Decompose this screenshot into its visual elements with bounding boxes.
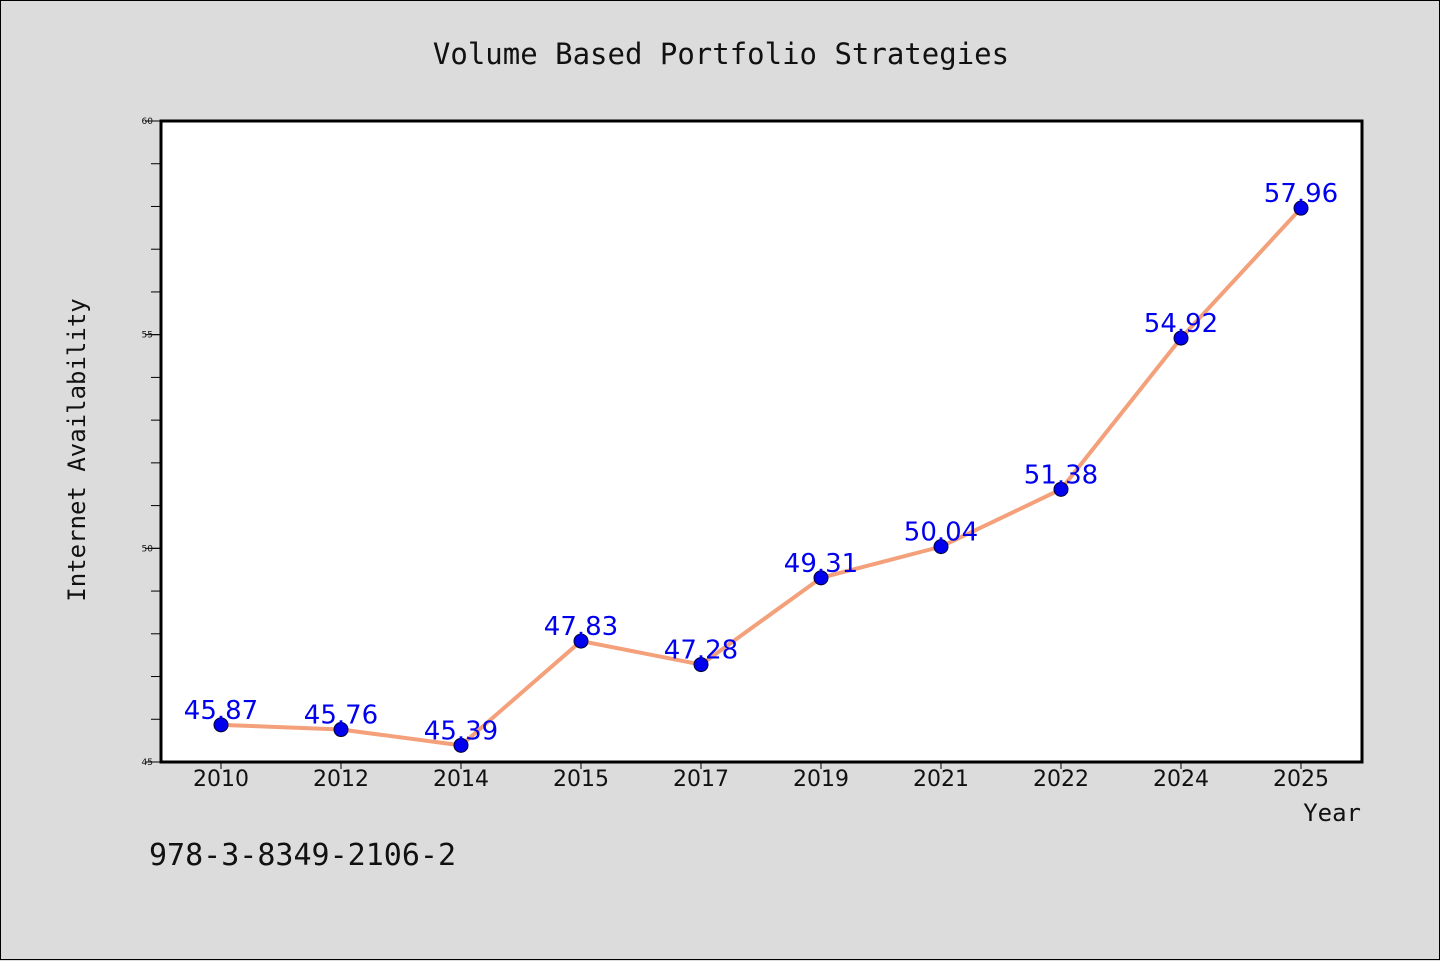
- x-tick-label: 2019: [793, 767, 849, 792]
- chart-title: Volume Based Portfolio Strategies: [433, 37, 1009, 71]
- data-label: 49.31: [784, 549, 858, 579]
- y-axis-ticks: 45 50 55 60: [142, 117, 160, 768]
- x-tick-label: 2021: [913, 767, 969, 792]
- data-point: [573, 633, 589, 649]
- data-point: [453, 737, 469, 753]
- y-tick-label: 45: [142, 758, 153, 768]
- data-label: 51.38: [1024, 460, 1098, 490]
- y-tick-label: 50: [142, 544, 154, 554]
- x-tick-label: 2025: [1273, 767, 1329, 792]
- series-points: [213, 200, 1309, 753]
- data-point: [1173, 330, 1189, 346]
- series-lines: [220, 206, 1303, 748]
- x-axis-title: Year: [1303, 799, 1361, 827]
- data-point: [933, 539, 949, 555]
- x-tick-label: 2010: [193, 767, 249, 792]
- y-axis-title: Internet Availability: [63, 298, 91, 601]
- data-point: [693, 657, 709, 673]
- plot-area: [159, 119, 1364, 764]
- data-point: [333, 722, 349, 738]
- data-point: [1293, 200, 1309, 216]
- data-labels: 45.87 45.76 45.39 47.83 47.28 49.31 50.04 51.38…: [184, 179, 1338, 746]
- x-axis-ticks: 2010 2012 2014 2015 2017 2019 2021 2022 2024 2025: [193, 762, 1329, 792]
- data-point: [813, 570, 829, 586]
- data-label: 45.87: [184, 696, 258, 726]
- data-label: 47.83: [544, 612, 618, 642]
- x-tick-label: 2017: [673, 767, 729, 792]
- data-label: 54.92: [1144, 309, 1218, 339]
- data-point: [213, 717, 229, 733]
- x-tick-label: 2012: [313, 767, 369, 792]
- data-label: 57.96: [1264, 179, 1338, 209]
- x-tick-label: 2015: [553, 767, 609, 792]
- isbn-annotation: 978-3-8349-2106-2: [149, 838, 456, 873]
- y-tick-label: 60: [142, 117, 154, 127]
- x-tick-label: 2024: [1153, 767, 1209, 792]
- x-tick-label: 2014: [433, 767, 489, 792]
- data-label: 45.39: [424, 716, 498, 746]
- x-tick-label: 2022: [1033, 767, 1089, 792]
- data-point: [1053, 481, 1069, 497]
- y-minor-ticks: [151, 120, 160, 763]
- data-label: 47.28: [664, 636, 738, 666]
- series-line: [220, 206, 1303, 748]
- y-tick-label: 55: [142, 331, 153, 341]
- data-label: 45.76: [304, 701, 378, 731]
- data-label: 50.04: [904, 518, 978, 548]
